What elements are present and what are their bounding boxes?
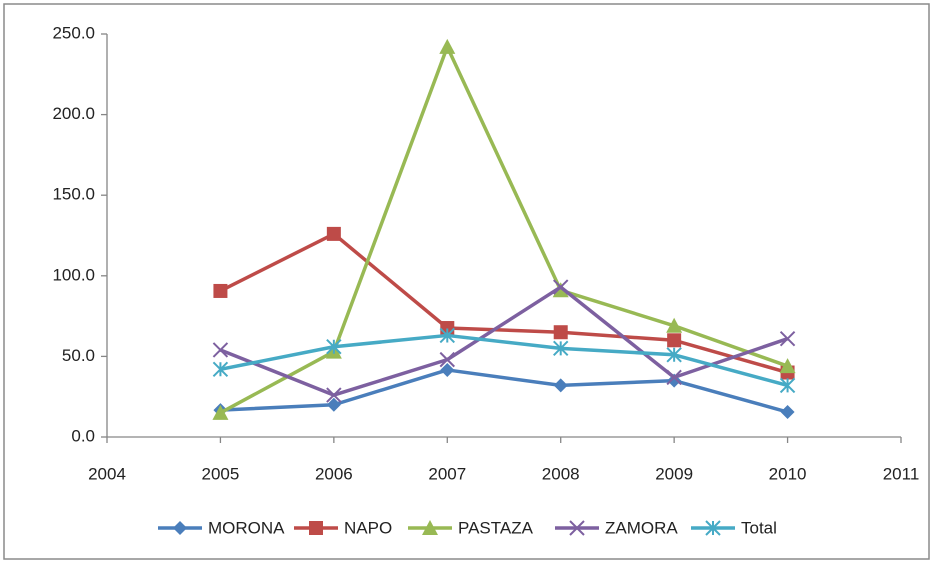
marker	[326, 339, 342, 355]
marker	[666, 369, 682, 386]
x-tick-label: 2008	[542, 464, 580, 483]
legend-label: ZAMORA	[605, 518, 678, 537]
marker	[439, 351, 455, 368]
chart-frame	[3, 3, 930, 560]
marker	[212, 404, 229, 420]
marker	[569, 520, 585, 536]
marker	[326, 397, 341, 412]
x-tick-label: 2010	[769, 464, 807, 483]
legend-item: NAPO	[294, 518, 392, 537]
legend-item: ZAMORA	[555, 518, 678, 537]
data-line	[219, 285, 789, 397]
marker	[212, 342, 229, 358]
data-line	[219, 45, 789, 415]
marker	[439, 38, 456, 54]
x-tick-label: 2007	[428, 464, 466, 483]
y-tick-label: 50.0	[62, 346, 95, 365]
legend-item: MORONA	[158, 518, 285, 537]
y-tick-label: 100.0	[52, 265, 95, 284]
marker	[213, 283, 228, 298]
marker	[212, 361, 229, 378]
data-line	[220, 368, 789, 414]
y-tick-label: 250.0	[52, 23, 95, 42]
x-tick-label: 2006	[315, 464, 353, 483]
marker	[705, 520, 721, 536]
data-line	[219, 232, 789, 375]
marker	[422, 520, 438, 535]
legend-label: NAPO	[344, 518, 392, 537]
legend-item: PASTAZA	[408, 518, 534, 537]
marker	[440, 362, 455, 377]
marker	[553, 378, 568, 393]
marker	[173, 521, 187, 535]
marker	[553, 325, 568, 340]
marker	[779, 377, 796, 394]
marker	[309, 521, 323, 535]
legend-label: PASTAZA	[458, 518, 534, 537]
x-tick-label: 2004	[88, 464, 126, 483]
marker	[439, 327, 455, 344]
marker	[553, 340, 569, 357]
marker	[666, 347, 682, 363]
y-tick-label: 200.0	[52, 104, 95, 123]
legend-item: Total	[691, 518, 777, 537]
marker	[667, 333, 682, 348]
marker	[552, 282, 569, 298]
y-tick-label: 0.0	[71, 426, 95, 445]
x-tick-label: 2005	[202, 464, 240, 483]
marker	[553, 279, 569, 295]
marker	[779, 358, 796, 374]
legend-label: MORONA	[208, 518, 285, 537]
y-tick-label: 150.0	[52, 185, 95, 204]
data-line	[220, 333, 789, 388]
marker	[326, 226, 341, 241]
marker	[326, 387, 342, 403]
marker	[780, 405, 795, 420]
legend-label: Total	[741, 518, 777, 537]
x-tick-label: 2011	[883, 464, 920, 483]
x-tick-label: 2009	[655, 464, 693, 483]
marker	[779, 330, 796, 347]
marker	[666, 317, 683, 333]
